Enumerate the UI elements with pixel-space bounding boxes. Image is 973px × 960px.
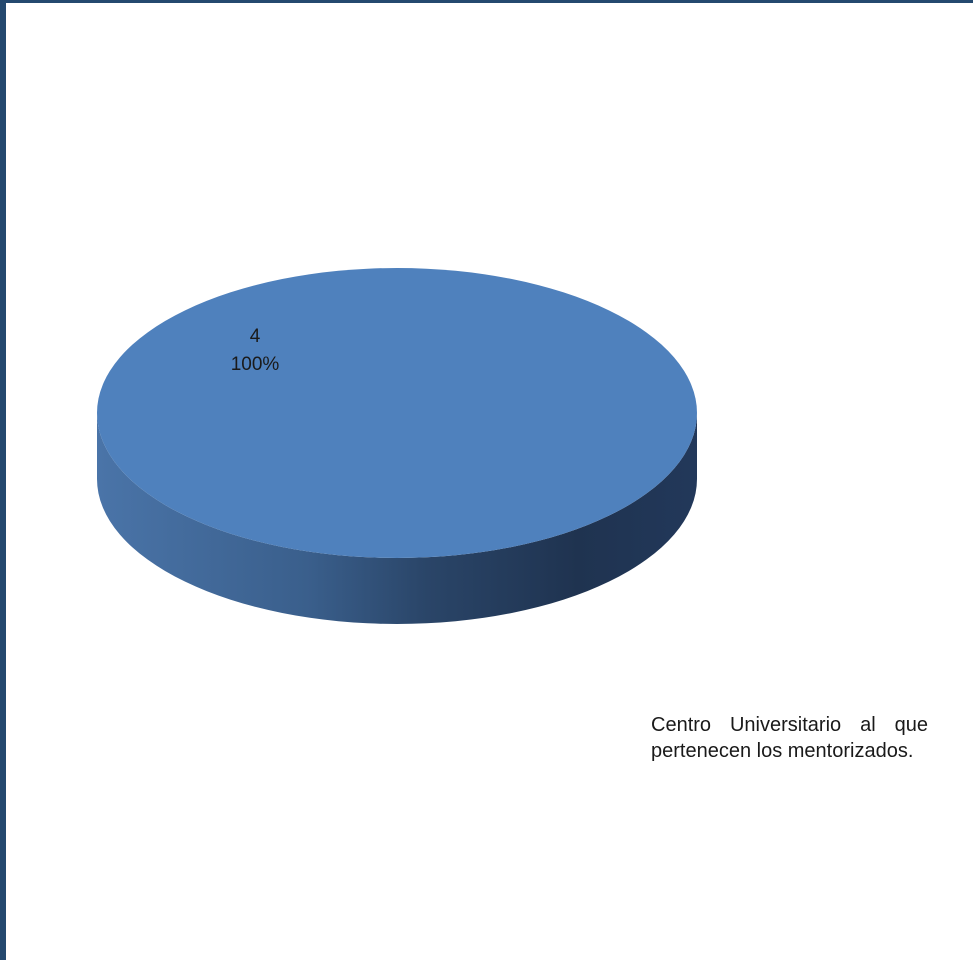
pie-label-percent: 100% <box>230 354 280 375</box>
pie-data-label: 4 100% <box>205 323 305 379</box>
pie-label-value: 4 <box>249 326 261 347</box>
pie-slice-0 <box>97 268 697 558</box>
pie-slices <box>97 268 697 624</box>
chart-caption: Centro Universitario al que pertenecen l… <box>651 714 928 762</box>
pie-slice-side <box>97 413 697 624</box>
